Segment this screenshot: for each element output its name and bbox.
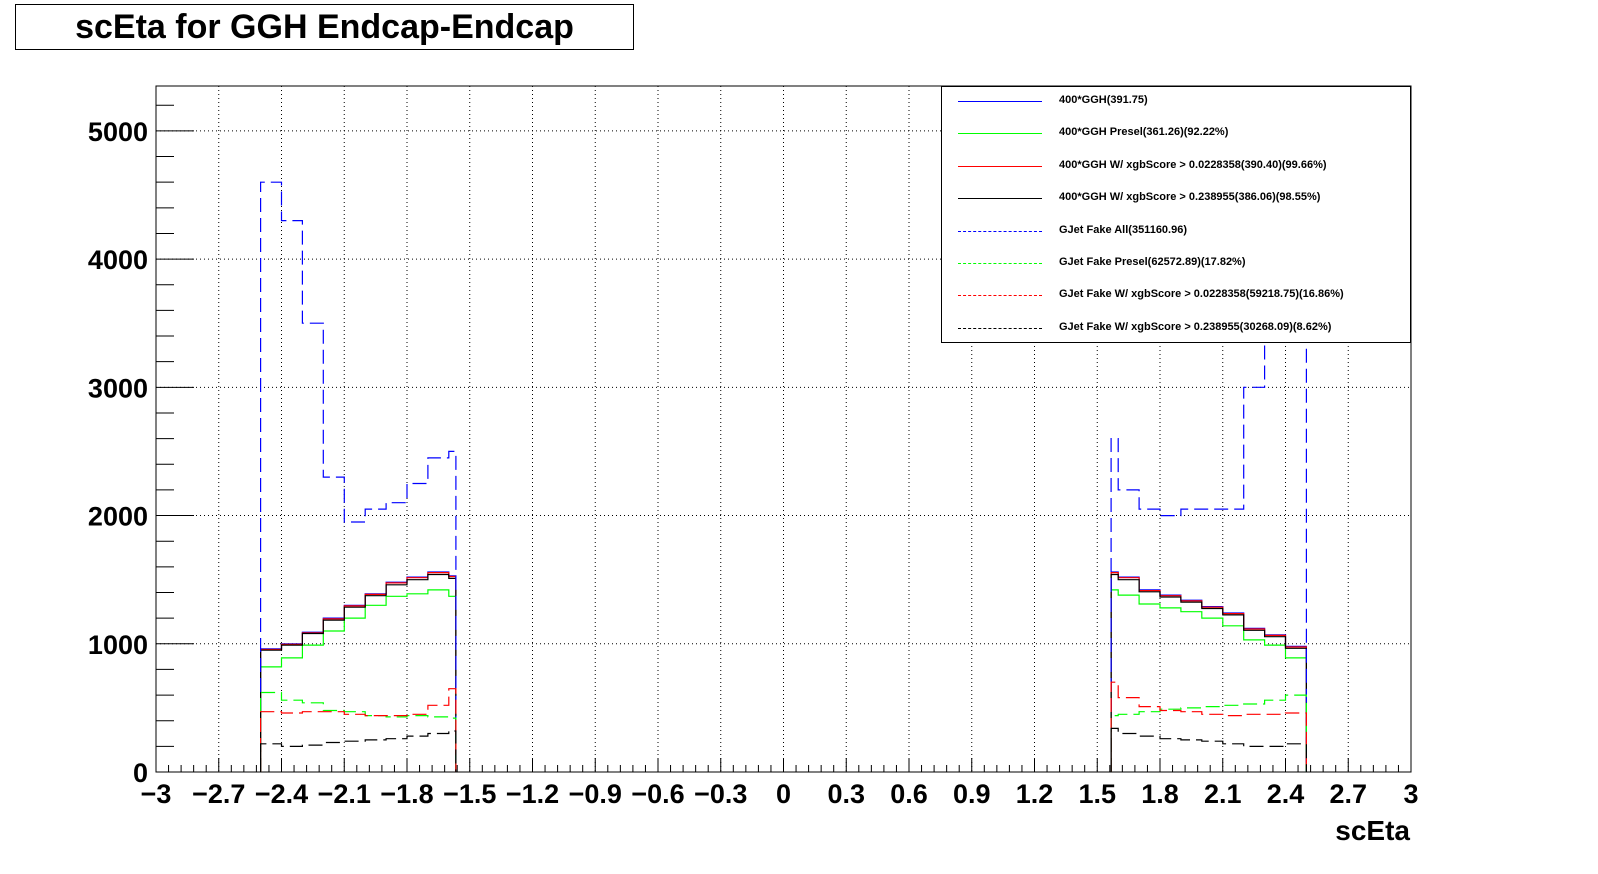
legend-label: GJet Fake Presel(62572.89)(17.82%) — [1059, 256, 1246, 268]
legend-line-sample — [958, 198, 1042, 200]
series-line-8 — [260, 727, 1307, 772]
series-line-4 — [260, 573, 1307, 772]
x-tick-label: −1.5 — [443, 779, 496, 809]
legend-line-sample — [958, 230, 1042, 232]
x-tick-label: −0.6 — [631, 779, 684, 809]
legend-entry: GJet Fake Presel(62572.89)(17.82%) — [942, 252, 1410, 276]
x-tick-label: −1.2 — [506, 779, 559, 809]
legend-entry: 400*GGH Presel(361.26)(92.22%) — [942, 122, 1410, 146]
legend-line-sample — [958, 295, 1042, 297]
x-tick-label: −1.8 — [380, 779, 433, 809]
x-tick-label: −0.9 — [569, 779, 622, 809]
legend-line-sample — [958, 263, 1042, 264]
x-tick-label: 1.2 — [1016, 779, 1054, 809]
legend-line-sample — [958, 165, 1042, 167]
legend-entry: 400*GGH W/ xgbScore > 0.238955(386.06)(9… — [942, 187, 1410, 211]
x-tick-label: 3 — [1403, 779, 1418, 809]
legend-entry: 400*GGH(391.75) — [942, 90, 1410, 114]
y-tick-label: 2000 — [88, 502, 148, 532]
legend-entry: GJet Fake All(351160.96) — [942, 220, 1410, 244]
legend-label: 400*GGH(391.75) — [1059, 94, 1148, 106]
series-line-2 — [260, 589, 1307, 772]
legend-entry: 400*GGH W/ xgbScore > 0.0228358(390.40)(… — [942, 155, 1410, 179]
y-tick-label: 0 — [133, 758, 148, 788]
legend-line-sample — [958, 133, 1042, 135]
legend-label: GJet Fake W/ xgbScore > 0.0228358(59218.… — [1059, 288, 1344, 301]
x-tick-label: −0.3 — [694, 779, 747, 809]
legend-label: GJet Fake All(351160.96) — [1059, 223, 1188, 236]
legend-label: GJet Fake W/ xgbScore > 0.238955(30268.0… — [1059, 320, 1332, 333]
x-tick-label: 0.9 — [953, 779, 991, 809]
legend-entry: GJet Fake W/ xgbScore > 0.238955(30268.0… — [942, 317, 1410, 341]
legend-line-sample — [958, 101, 1042, 102]
legend-label: 400*GGH W/ xgbScore > 0.0228358(390.40)(… — [1059, 158, 1327, 171]
legend-line-sample — [958, 327, 1042, 329]
x-tick-label: 2.1 — [1204, 779, 1242, 809]
legend: 400*GGH(391.75) 400*GGH Presel(361.26)(92… — [941, 86, 1411, 343]
y-tick-label: 3000 — [88, 373, 148, 403]
x-tick-label: 1.5 — [1078, 779, 1116, 809]
series-line-7 — [260, 681, 1307, 772]
x-tick-label: −2.4 — [255, 779, 308, 809]
y-tick-label: 1000 — [88, 630, 148, 660]
x-tick-label: 2.7 — [1329, 779, 1367, 809]
x-tick-label: 0.6 — [890, 779, 928, 809]
x-tick-label: −2.7 — [192, 779, 245, 809]
x-tick-label: 0.3 — [827, 779, 865, 809]
x-axis-title: scEta — [1335, 815, 1410, 846]
x-tick-label: 0 — [776, 779, 791, 809]
chart-title-box: scEta for GGH Endcap-Endcap — [15, 4, 634, 50]
chart-title: scEta for GGH Endcap-Endcap — [75, 7, 574, 46]
y-tick-label: 5000 — [88, 117, 148, 147]
legend-label: 400*GGH W/ xgbScore > 0.238955(386.06)(9… — [1059, 191, 1321, 204]
y-tick-label: 4000 — [88, 245, 148, 275]
legend-entry: GJet Fake W/ xgbScore > 0.0228358(59218.… — [942, 284, 1410, 308]
x-tick-label: −3 — [141, 779, 172, 809]
x-tick-label: 2.4 — [1267, 779, 1305, 809]
x-tick-label: 1.8 — [1141, 779, 1179, 809]
axes: −3 −2.7 −2.4 −2.1 −1.8 −1.5 −1.2 −0.9 −0.6 −0.3 0 0… — [88, 104, 1419, 809]
series-line-6 — [260, 691, 1307, 772]
x-tick-label: −2.1 — [318, 779, 371, 809]
legend-label: 400*GGH Presel(361.26)(92.22%) — [1059, 126, 1229, 139]
